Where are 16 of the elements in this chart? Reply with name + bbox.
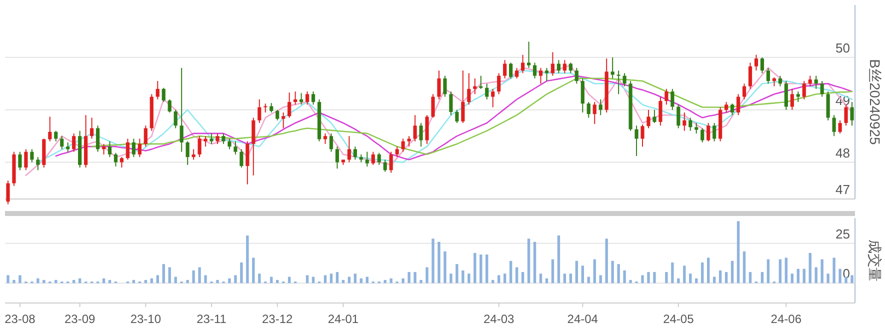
x-tick-label: 23-12 [262,312,294,326]
y-tick-label: 47 [836,182,850,197]
x-tick-label: 23-11 [196,312,227,326]
x-tick-label: 23-08 [4,312,36,326]
x-tick-label: 23-09 [64,312,96,326]
x-tick-label: 24-05 [663,312,694,326]
y-tick-label: 50 [836,40,850,56]
y-axis-title: 成交量 [867,240,883,282]
x-tick-label: 24-06 [770,312,802,326]
x-tick-label: 24-01 [328,312,359,326]
x-tick-label: 24-04 [567,312,598,326]
x-tick-label: 24-03 [483,312,515,326]
y-tick-label: 25 [836,226,850,242]
x-tick-label: 23-10 [130,312,162,326]
y-tick-label: 48 [836,145,850,160]
y-axis-title: B丝20240925 [867,59,883,146]
